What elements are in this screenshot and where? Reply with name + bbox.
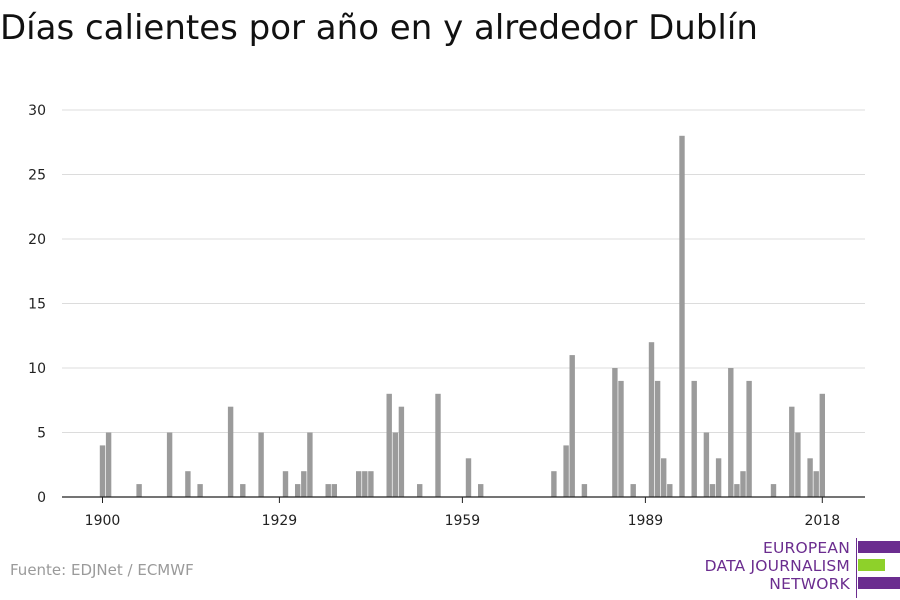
bar-1900: [99, 445, 106, 497]
bar-2000: [709, 484, 716, 497]
bar-1993: [667, 484, 673, 497]
x-tick-label-1929: 1929: [262, 513, 298, 529]
bar-1944: [368, 471, 374, 497]
y-tick-label-5: 5: [37, 426, 46, 442]
bar-1987: [630, 484, 636, 497]
bar-2017: [813, 471, 819, 497]
bar-2016: [807, 458, 813, 497]
logo-text-line-1: EUROPEAN: [762, 539, 850, 557]
logo-text-line-3: NETWORK: [769, 575, 850, 593]
bar-2006: [746, 380, 752, 497]
bar-1984: [612, 368, 618, 497]
bar-1955: [435, 393, 441, 497]
y-tick-label-10: 10: [28, 361, 46, 377]
bar-1934: [307, 432, 313, 497]
bar-1943: [362, 471, 368, 497]
logo-bar-purple-bottom: [858, 577, 900, 589]
bar-1979: [581, 484, 588, 497]
chart-title: Días calientes por año en y alrededor Du…: [0, 8, 758, 48]
bar-1906: [136, 484, 142, 497]
bar-1976: [563, 445, 569, 497]
bar-1977: [569, 355, 575, 497]
bar-1933: [301, 471, 307, 497]
bar-1926: [258, 432, 264, 497]
bar-2004: [734, 484, 740, 497]
source-note: Fuente: EDJNet / ECMWF: [10, 561, 194, 579]
logo-divider: [856, 538, 857, 598]
bar-1985: [618, 380, 624, 497]
logo-bar-green: [858, 559, 885, 571]
bar-1923: [240, 484, 246, 497]
y-tick-label-0: 0: [37, 490, 46, 506]
bar-1960: [465, 458, 472, 497]
bar-2014: [795, 432, 801, 497]
bar-1949: [398, 406, 405, 497]
bar-2013: [789, 406, 795, 497]
bar-1995: [679, 135, 685, 498]
bar-1914: [185, 471, 191, 497]
x-tick-label-1900: 1900: [85, 513, 121, 529]
x-tick-label-1989: 1989: [628, 513, 664, 529]
bar-1932: [295, 484, 301, 497]
grid-lines: [62, 109, 865, 433]
y-tick-label-25: 25: [28, 168, 46, 184]
bar-1911: [166, 432, 173, 497]
bar-1938: [331, 484, 337, 497]
bar-2010: [770, 484, 777, 497]
y-tick-label-30: 30: [28, 103, 46, 119]
bar-1948: [392, 432, 398, 497]
bar-1947: [386, 393, 392, 497]
bar-1999: [703, 432, 710, 497]
bar-1930: [282, 471, 289, 497]
bar-1974: [551, 471, 557, 497]
x-tick-label-2018: 2018: [804, 513, 840, 529]
logo-bar-purple-top: [858, 541, 900, 553]
bar-2001: [715, 458, 722, 497]
bar-1916: [197, 484, 203, 497]
bar-1991: [654, 380, 661, 497]
bar-2005: [740, 471, 746, 497]
bar-1952: [417, 484, 423, 497]
y-tick-label-20: 20: [28, 232, 46, 248]
bar-1992: [661, 458, 667, 497]
bar-2018: [819, 393, 825, 497]
bars: [99, 135, 825, 498]
x-axis: 1900 1929 1959 1989 2018: [62, 496, 865, 529]
bar-1921: [227, 406, 234, 497]
bar-1962: [478, 484, 484, 497]
bar-1942: [356, 471, 362, 497]
y-axis: 0 5 10 15 20 25 30: [28, 103, 46, 506]
y-tick-label-15: 15: [28, 297, 46, 313]
bar-1997: [691, 380, 697, 497]
bar-1901: [105, 432, 112, 497]
logo-text-line-2: DATA JOURNALISM: [704, 557, 850, 575]
x-tick-label-1959: 1959: [445, 513, 481, 529]
bar-1990: [648, 342, 655, 497]
bar-chart: 0 5 10 15 20 25 30 1900 1929 1959 1989 2018: [28, 103, 865, 529]
bar-1937: [325, 484, 331, 497]
edjnet-logo: EUROPEAN DATA JOURNALISM NETWORK: [700, 538, 900, 598]
bar-2003: [728, 368, 734, 497]
